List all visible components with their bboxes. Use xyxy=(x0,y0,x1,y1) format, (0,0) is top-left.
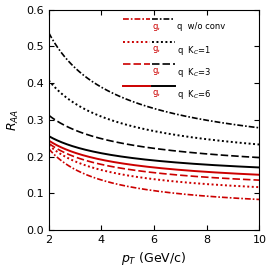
Text: g,: g, xyxy=(152,22,160,31)
Text: g,: g, xyxy=(152,88,160,97)
Text: q  w/o conv: q w/o conv xyxy=(177,22,225,31)
X-axis label: $p_T$ (GeV/c): $p_T$ (GeV/c) xyxy=(122,250,187,268)
Text: g,: g, xyxy=(152,44,160,53)
Text: q  K$_C$=3: q K$_C$=3 xyxy=(177,66,212,79)
Text: g,: g, xyxy=(152,66,160,75)
Text: q  K$_C$=6: q K$_C$=6 xyxy=(177,88,212,101)
Text: q  K$_C$=1: q K$_C$=1 xyxy=(177,44,211,57)
Y-axis label: $R_{AA}$: $R_{AA}$ xyxy=(5,109,21,131)
